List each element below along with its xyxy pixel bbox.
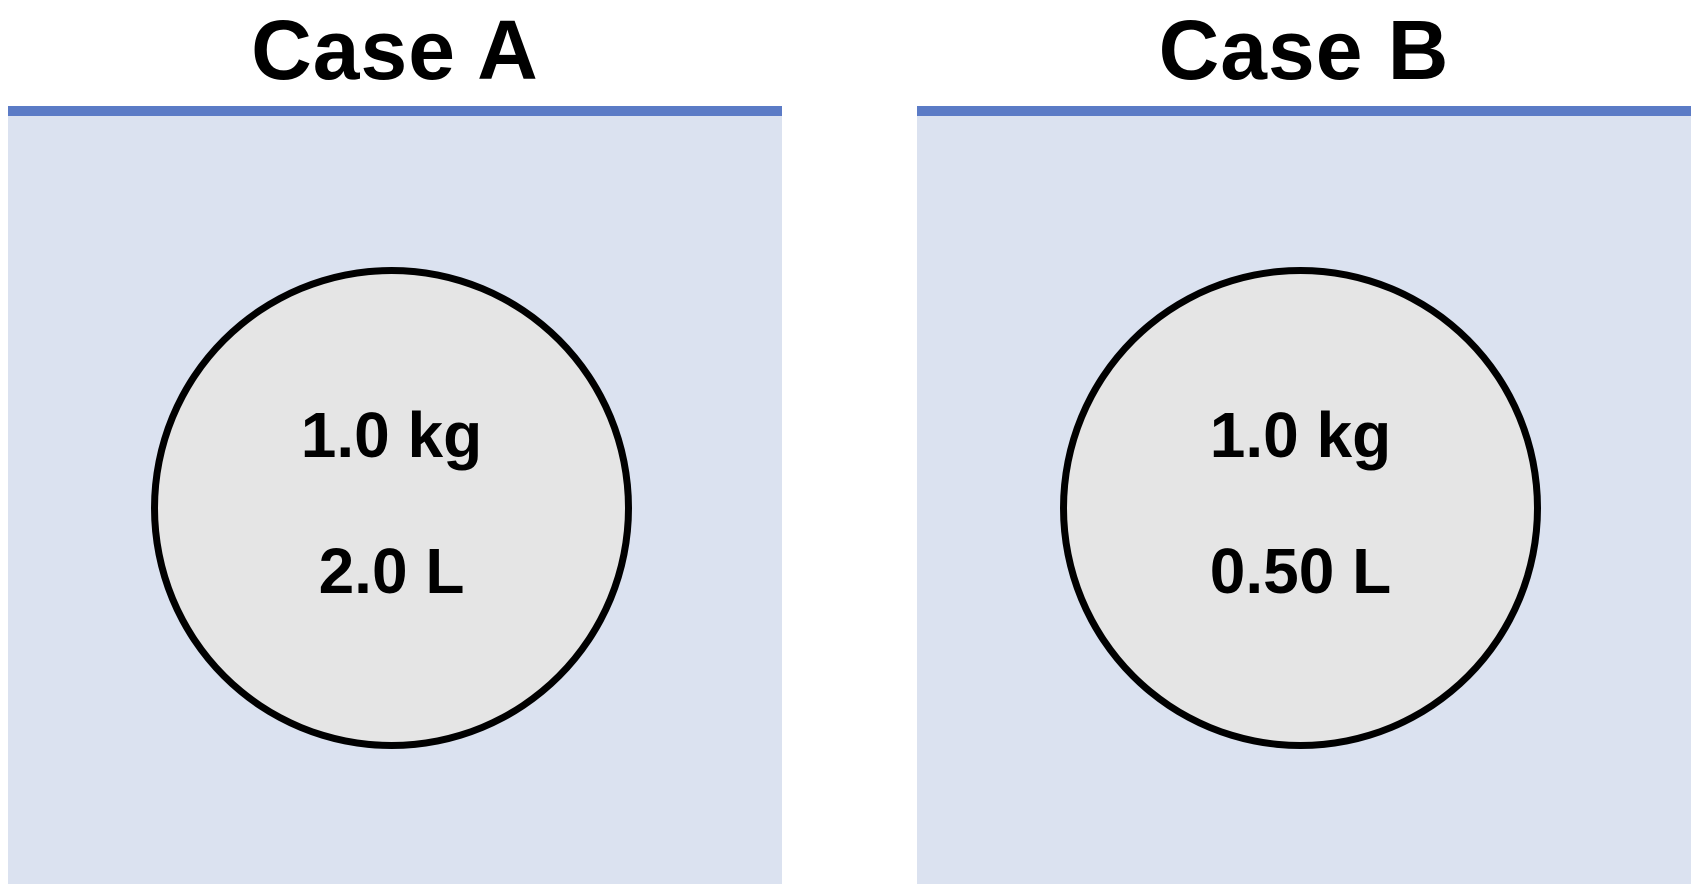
case-b-liquid-surface	[917, 106, 1691, 116]
case-a-object-circle: 1.0 kg 2.0 L	[151, 267, 632, 749]
case-a-title: Case A	[251, 2, 539, 97]
case-b-mass-label: 1.0 kg	[1209, 399, 1392, 471]
case-a-volume-label: 2.0 L	[318, 535, 465, 607]
case-b-panel: Case B 1.0 kg 0.50 L	[917, 0, 1691, 884]
case-a-mass-label: 1.0 kg	[300, 399, 483, 471]
case-b-object-circle: 1.0 kg 0.50 L	[1060, 267, 1541, 749]
case-a-panel: Case A 1.0 kg 2.0 L	[8, 0, 782, 884]
case-a-liquid-surface	[8, 106, 782, 116]
case-b-title: Case B	[1158, 2, 1450, 97]
case-b-volume-label: 0.50 L	[1209, 535, 1392, 607]
